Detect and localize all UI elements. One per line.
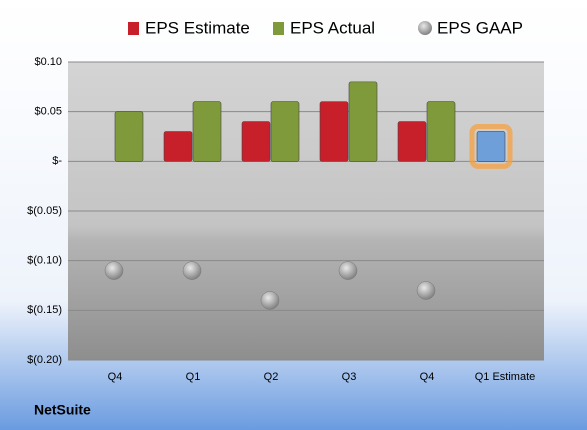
- highlight-glow: [469, 124, 513, 169]
- bar: [319, 101, 349, 162]
- footer: NetSuite: [34, 402, 91, 418]
- y-tick-label: $(0.10): [27, 255, 62, 267]
- gaap-marker: [260, 291, 280, 310]
- x-tick-label: Q4: [420, 371, 435, 383]
- legend-label: EPS GAAP: [437, 18, 523, 37]
- bar: [163, 131, 193, 162]
- y-tick-label: $0.10: [34, 56, 62, 68]
- y-tick-label: $(0.15): [27, 304, 62, 316]
- y-tick-label: $-: [52, 155, 62, 167]
- bar: [192, 101, 222, 162]
- x-tick-label: Q3: [342, 371, 357, 383]
- bar: [270, 101, 300, 162]
- legend-label: EPS Actual: [290, 18, 375, 37]
- x-tick-label: Q1 Estimate: [475, 371, 536, 383]
- gaap-marker: [104, 261, 124, 280]
- bar: [348, 81, 378, 162]
- y-tick-label: $0.05: [34, 106, 62, 118]
- gaap-marker: [182, 261, 202, 280]
- gaap-marker: [338, 261, 358, 280]
- legend-marker: [273, 22, 284, 35]
- y-tick-label: $(0.05): [27, 205, 62, 217]
- x-tick-label: Q4: [108, 371, 123, 383]
- legend-label: EPS Estimate: [145, 18, 250, 37]
- bar: [241, 121, 271, 162]
- legend-marker: [418, 21, 432, 35]
- legend-marker: [128, 22, 139, 35]
- x-tick-label: Q1: [186, 371, 201, 383]
- gaap-marker: [416, 281, 436, 300]
- bar: [426, 101, 456, 162]
- bar: [114, 111, 144, 162]
- bar: [476, 131, 506, 162]
- bar: [397, 121, 427, 162]
- y-tick-label: $(0.20): [27, 354, 62, 366]
- x-tick-label: Q2: [264, 371, 279, 383]
